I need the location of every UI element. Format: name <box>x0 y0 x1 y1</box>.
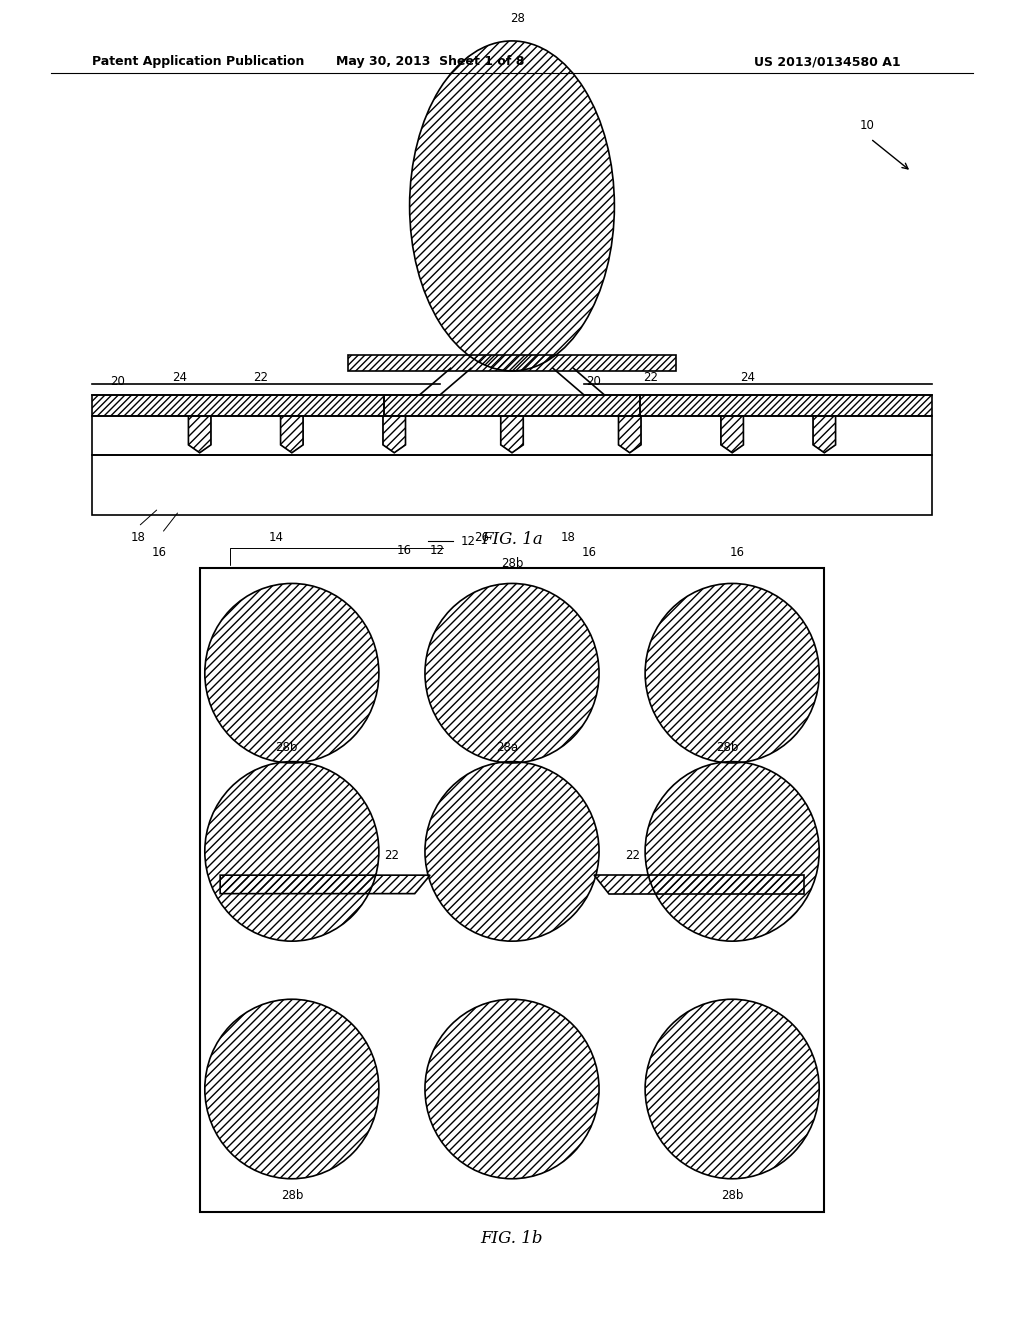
Text: May 30, 2013  Sheet 1 of 8: May 30, 2013 Sheet 1 of 8 <box>336 55 524 69</box>
Text: 24: 24 <box>172 371 186 384</box>
Text: 16: 16 <box>152 546 166 560</box>
Text: 18: 18 <box>131 531 145 544</box>
Text: Patent Application Publication: Patent Application Publication <box>92 55 304 69</box>
Text: 28: 28 <box>510 12 524 25</box>
Text: FIG. 1b: FIG. 1b <box>480 1230 544 1247</box>
Text: 22: 22 <box>643 371 657 384</box>
Bar <box>200 568 824 1212</box>
Text: 14: 14 <box>269 531 284 544</box>
Text: FIG. 1a: FIG. 1a <box>481 531 543 548</box>
Text: 22: 22 <box>254 371 268 384</box>
Text: 20: 20 <box>587 375 601 388</box>
Text: 26: 26 <box>474 531 488 544</box>
Text: 16: 16 <box>582 546 596 560</box>
Text: 28b: 28b <box>721 1189 743 1203</box>
Text: 20: 20 <box>111 375 125 388</box>
Text: 28b: 28b <box>281 1189 303 1203</box>
Text: 16: 16 <box>397 544 412 557</box>
Text: 22: 22 <box>625 849 640 862</box>
Text: 24: 24 <box>740 371 755 384</box>
Text: 18: 18 <box>561 531 575 544</box>
Text: 12: 12 <box>430 544 445 557</box>
Text: 28b: 28b <box>501 557 523 570</box>
Text: 28b: 28b <box>716 741 738 754</box>
Text: 10: 10 <box>860 119 876 132</box>
Text: 28b: 28b <box>275 741 298 754</box>
Text: 28a: 28a <box>496 741 518 754</box>
Text: US 2013/0134580 A1: US 2013/0134580 A1 <box>755 55 901 69</box>
Text: 22: 22 <box>384 849 399 862</box>
Text: 12: 12 <box>461 535 476 548</box>
Text: 16: 16 <box>730 546 744 560</box>
